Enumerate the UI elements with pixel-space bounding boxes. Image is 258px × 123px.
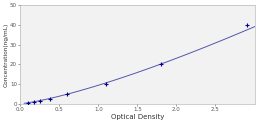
Y-axis label: Concentration(ng/mL): Concentration(ng/mL) [3,22,9,87]
X-axis label: Optical Density: Optical Density [111,114,164,120]
